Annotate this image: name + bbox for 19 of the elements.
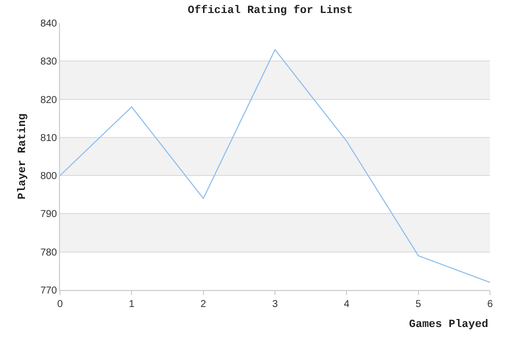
x-tick-label: 4	[344, 299, 350, 310]
y-tick-label: 790	[40, 209, 58, 220]
x-tick-label: 2	[200, 299, 207, 310]
x-tick-label: 3	[272, 299, 278, 310]
chart-title: Official Rating for Linst	[188, 4, 353, 17]
y-tick-label: 800	[40, 171, 58, 182]
x-axis-title: Games Played	[409, 319, 488, 331]
x-tick-label: 5	[416, 299, 422, 310]
x-tick-label: 1	[128, 299, 135, 310]
line-series	[60, 49, 490, 283]
y-tick-label: 770	[40, 286, 58, 296]
x-tick-label: 0	[57, 299, 64, 310]
y-tick-label: 840	[40, 18, 58, 30]
y-tick-label: 820	[40, 94, 58, 106]
y-tick-label: 780	[40, 247, 58, 258]
y-tick-label: 810	[40, 132, 58, 144]
y-axis-title: Player Rating	[16, 114, 29, 200]
y-tick-label: 830	[40, 56, 58, 68]
x-tick-label: 6	[487, 299, 494, 310]
